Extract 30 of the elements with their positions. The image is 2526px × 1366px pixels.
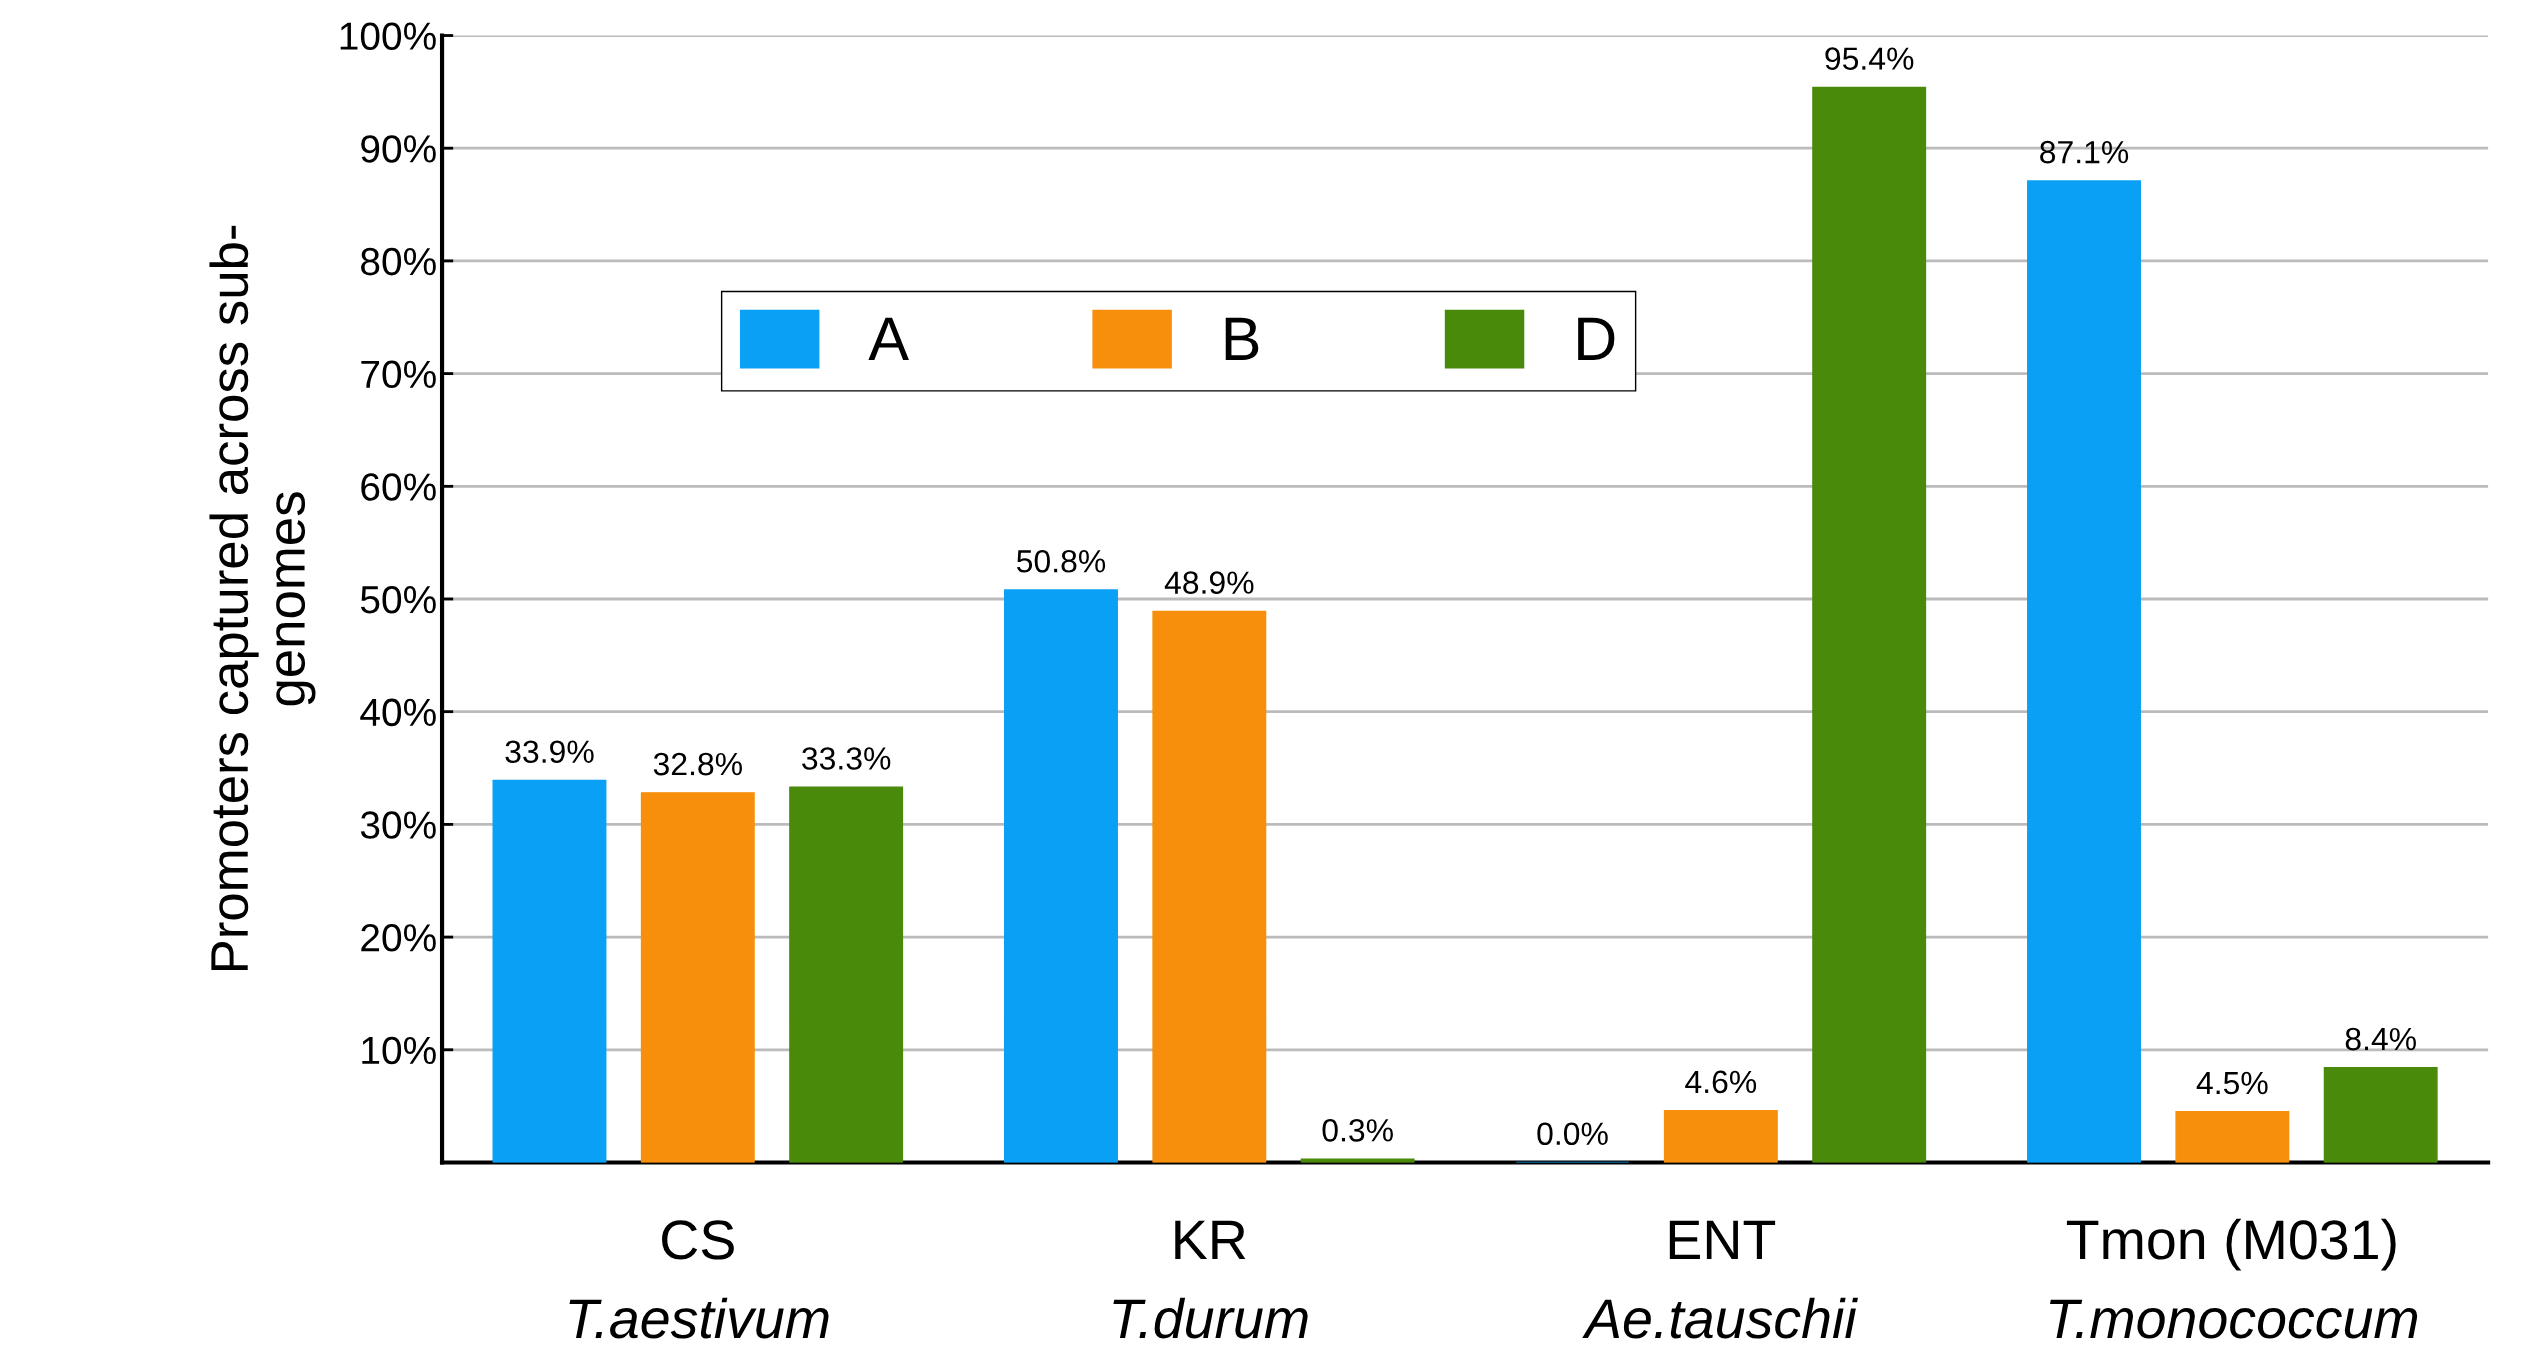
y-tick-label: 20% xyxy=(361,924,436,952)
y-tick-label: 10% xyxy=(362,1036,436,1065)
y-tick-label: 80% xyxy=(361,247,436,276)
x-tick-label: ENT Ae.tauschii xyxy=(1582,1220,1858,1339)
y-tick-label: 100% xyxy=(340,22,436,50)
data-label: 48.9% xyxy=(1164,571,1254,594)
y-tick-label: 30% xyxy=(360,811,436,839)
legend-label: B xyxy=(1225,317,1259,360)
data-label: 33.9% xyxy=(505,740,594,763)
data-label: 4.5% xyxy=(2196,1071,2268,1095)
data-label: 95.4% xyxy=(1825,47,1914,70)
y-tick-label: 70% xyxy=(361,360,436,389)
legend-label: D xyxy=(1578,317,1615,360)
data-label: 8.4% xyxy=(2345,1027,2416,1051)
legend-label: A xyxy=(868,317,909,360)
y-tick-label: 50% xyxy=(360,585,436,614)
x-tick-label: CS T.aestivum xyxy=(569,1220,829,1339)
y-axis-title: Promoters captured across sub- genomes xyxy=(209,225,316,971)
data-label: 0.0% xyxy=(1537,1122,1608,1146)
data-label: 4.6% xyxy=(1685,1070,1757,1094)
y-tick-label: 60% xyxy=(361,473,436,501)
data-label: 50.8% xyxy=(1016,549,1106,573)
x-tick-label: KR T.durum xyxy=(1113,1220,1308,1339)
data-label: 0.3% xyxy=(1322,1119,1393,1142)
y-tick-label: 40% xyxy=(360,698,436,727)
x-tick-label: Tmon (M031) T.monococcum xyxy=(2050,1218,2418,1339)
y-tick-label: 90% xyxy=(361,135,436,163)
data-label: 32.8% xyxy=(653,752,742,776)
data-label: 33.3% xyxy=(802,747,891,770)
data-label: 87.1% xyxy=(2040,140,2129,164)
